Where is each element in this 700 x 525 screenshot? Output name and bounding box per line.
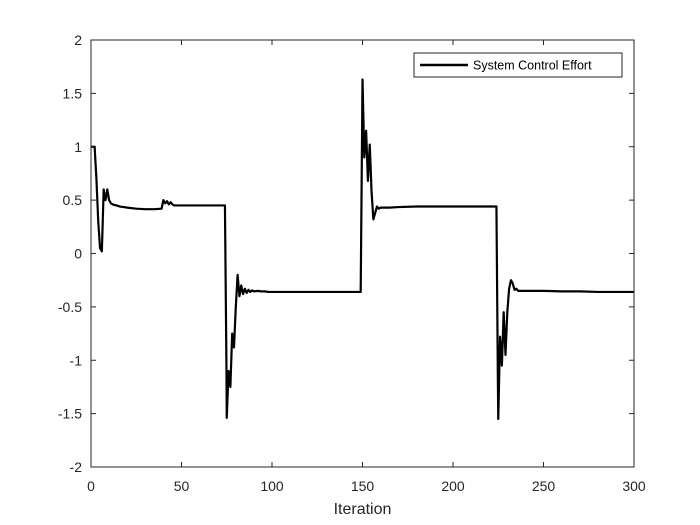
- x-tick-label: 300: [622, 478, 646, 494]
- y-tick-label: -0.5: [58, 299, 82, 315]
- legend: System Control Effort: [413, 52, 623, 78]
- legend-label: System Control Effort: [473, 59, 592, 73]
- x-tick-label: 200: [441, 478, 465, 494]
- ticks-layer: 0 50 100 150 200 250 300 -2 -1.5 -1 -0.5 0 0.5 1 1.5 2: [58, 32, 646, 494]
- y-tick-label: -1: [70, 352, 83, 368]
- x-tick-label: 0: [87, 478, 95, 494]
- x-tick-label: 50: [174, 478, 190, 494]
- x-tick-label: 100: [260, 478, 284, 494]
- series-line: [91, 78, 634, 421]
- y-tick-label: 0.5: [63, 192, 83, 208]
- y-tick-label: 0: [74, 246, 82, 262]
- y-tick-label: -2: [70, 459, 83, 475]
- y-tick-label: 1: [74, 139, 82, 155]
- x-tick-label: 250: [532, 478, 556, 494]
- x-tick-label: 150: [351, 478, 375, 494]
- y-tick-label: 1.5: [63, 85, 83, 101]
- x-axis-label: Iteration: [334, 501, 392, 518]
- data-layer: [91, 78, 634, 421]
- y-tick-label: 2: [74, 32, 82, 48]
- y-tick-label: -1.5: [58, 406, 82, 422]
